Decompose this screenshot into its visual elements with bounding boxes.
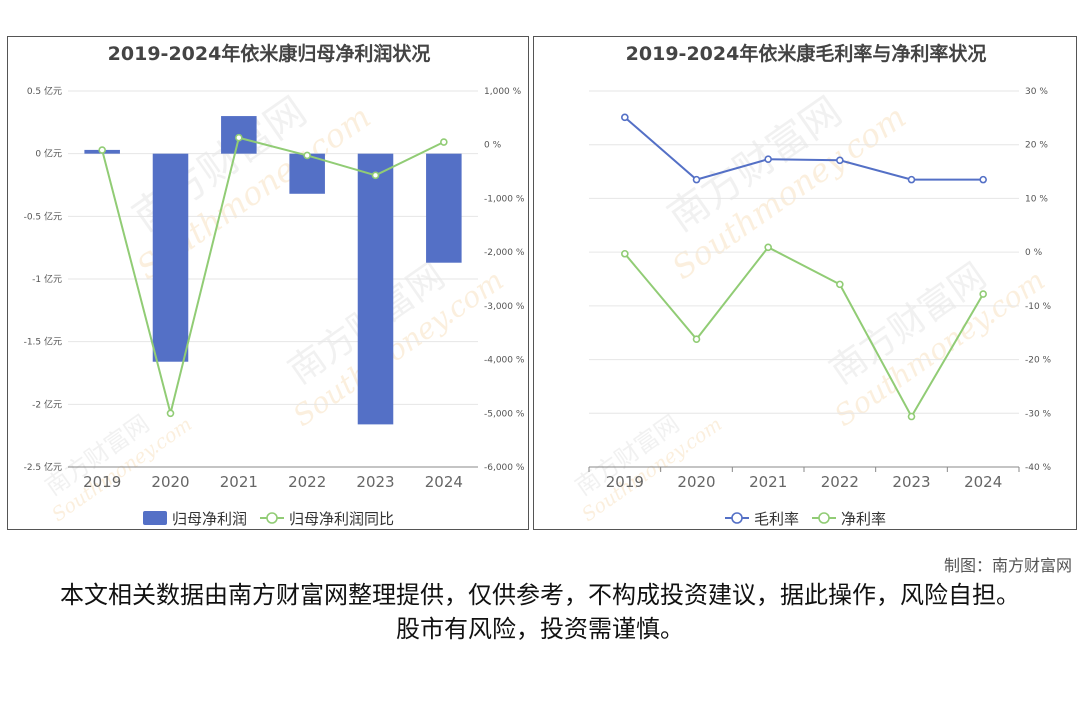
- margin-chart: 南方财富网Southmoney.com南方财富网Southmoney.com南方…: [570, 42, 1052, 528]
- point-net-margin: [979, 290, 987, 298]
- x-tick-label: 2023: [892, 473, 930, 491]
- y-tick-left: -1.5 亿元: [24, 336, 62, 348]
- point-yoy-growth: [303, 151, 311, 160]
- watermark-layer: 南方财富网Southmoney.com南方财富网Southmoney.com南方…: [570, 88, 1051, 526]
- point-gross-margin: [979, 175, 987, 184]
- legend-swatch-marker: [266, 512, 278, 524]
- point-yoy-growth: [166, 409, 175, 418]
- x-tick-label: 2019: [606, 473, 644, 491]
- point-net-margin: [692, 335, 701, 343]
- point-net-margin: [907, 412, 916, 421]
- x-tick-label: 2024: [425, 473, 463, 491]
- disclaimer-text: 本文相关数据由南方财富网整理提供，仅供参考，不构成投资建议，据此操作，风险自担。…: [60, 581, 1020, 643]
- legend-label: 归母净利润: [172, 510, 247, 528]
- net-profit-chart-panel: 南方财富网Southmoney.com南方财富网Southmoney.com南方…: [7, 36, 529, 530]
- point-yoy-growth: [235, 133, 243, 142]
- y-tick-right: 0 %: [1025, 248, 1043, 258]
- net-profit-chart: 南方财富网Southmoney.com南方财富网Southmoney.com南方…: [24, 42, 525, 528]
- point-net-margin: [621, 249, 629, 258]
- y-tick-right: 10 %: [1025, 194, 1048, 204]
- y-tick-right: -30 %: [1025, 409, 1052, 419]
- y-tick-left: -1 亿元: [32, 273, 62, 285]
- y-tick-right: -1,000 %: [484, 194, 525, 204]
- point-gross-margin: [621, 113, 629, 122]
- line-net-margin: [624, 246, 985, 419]
- bar-net-profit: [152, 153, 189, 362]
- y-tick-right: 20 %: [1025, 141, 1048, 151]
- y-tick-right: 30 %: [1025, 87, 1048, 97]
- bar-net-profit: [357, 153, 394, 425]
- point-net-margin: [764, 243, 772, 252]
- y-tick-right: -2,000 %: [484, 248, 525, 258]
- x-tick-label: 2020: [151, 473, 189, 491]
- legend-label: 毛利率: [754, 510, 799, 528]
- point-yoy-growth: [440, 138, 448, 146]
- legend-swatch-marker: [731, 512, 743, 524]
- bar-net-profit: [426, 153, 462, 263]
- line-yoy-growth: [101, 136, 445, 414]
- point-gross-margin: [692, 175, 701, 184]
- x-tick-label: 2024: [964, 473, 1002, 491]
- chart-title: 2019-2024年依米康毛利率与净利率状况: [626, 42, 987, 65]
- y-tick-left: -0.5 亿元: [24, 210, 62, 222]
- chart-legend: 归母净利润 归母净利润同比: [143, 510, 394, 528]
- point-yoy-growth: [371, 171, 380, 180]
- y-tick-left: -2 亿元: [32, 398, 62, 410]
- y-tick-left: 0 亿元: [35, 148, 62, 160]
- y-tick-right: -10 %: [1025, 302, 1052, 312]
- legend-label: 归母净利润同比: [289, 510, 394, 528]
- point-gross-margin: [764, 155, 772, 164]
- chart-title: 2019-2024年依米康归母净利润状况: [108, 42, 431, 65]
- x-tick-label: 2020: [677, 473, 715, 491]
- x-tick-label: 2019: [83, 473, 121, 491]
- chart-legend: 毛利率 净利率: [725, 510, 886, 528]
- y-tick-left: -2.5 亿元: [24, 461, 62, 473]
- legend-label: 净利率: [841, 510, 886, 528]
- x-tick-label: 2023: [356, 473, 394, 491]
- y-tick-right: -40 %: [1025, 463, 1052, 473]
- legend-swatch-marker: [818, 512, 830, 524]
- y-tick-right: -3,000 %: [484, 302, 525, 312]
- point-yoy-growth: [98, 146, 106, 154]
- y-tick-right: -4,000 %: [484, 356, 525, 366]
- point-gross-margin: [836, 156, 844, 165]
- x-tick-label: 2022: [821, 473, 859, 491]
- y-tick-right: 1,000 %: [484, 87, 522, 97]
- y-tick-right: -5,000 %: [484, 409, 525, 419]
- margin-chart-panel: 南方财富网 Southmoney.com 南方财富网 Southmoney.com 南方…: [533, 36, 1077, 530]
- x-tick-label: 2021: [220, 473, 258, 491]
- y-tick-right: -6,000 %: [484, 463, 525, 473]
- bar-net-profit: [289, 153, 325, 194]
- x-tick-label: 2021: [749, 473, 787, 491]
- y-tick-left: 0.5 亿元: [27, 85, 62, 97]
- point-net-margin: [836, 280, 844, 289]
- y-tick-right: -20 %: [1025, 356, 1052, 366]
- legend-swatch-bar: [143, 511, 167, 525]
- point-gross-margin: [907, 175, 916, 184]
- line-gross-margin: [624, 116, 984, 181]
- y-tick-right: 0 %: [484, 141, 502, 151]
- x-tick-label: 2022: [288, 473, 326, 491]
- chart-credit: 制图：南方财富网: [943, 556, 1072, 575]
